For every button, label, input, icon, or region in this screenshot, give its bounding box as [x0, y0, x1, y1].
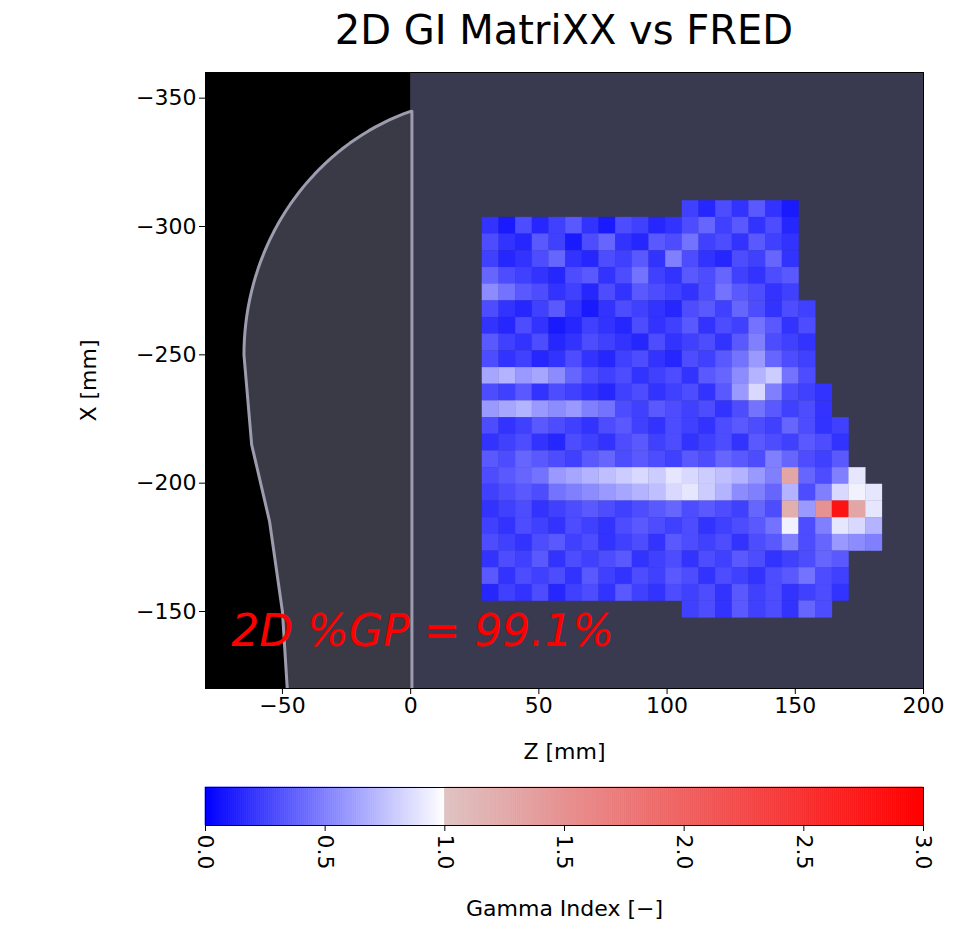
svg-text:−250: −250: [136, 342, 196, 367]
svg-text:2.0: 2.0: [672, 835, 697, 870]
svg-text:1.5: 1.5: [552, 835, 577, 870]
svg-text:2.5: 2.5: [792, 835, 817, 870]
svg-text:3.0: 3.0: [911, 835, 936, 870]
svg-text:−200: −200: [136, 470, 196, 495]
svg-text:0: 0: [404, 693, 418, 718]
svg-text:2D %GP = 99.1%: 2D %GP = 99.1%: [231, 605, 614, 656]
svg-text:−150: −150: [136, 599, 196, 624]
svg-text:0.5: 0.5: [313, 835, 338, 870]
svg-text:200: 200: [903, 693, 945, 718]
svg-text:Gamma Index [−]: Gamma Index [−]: [466, 896, 663, 921]
svg-text:X [mm]: X [mm]: [76, 339, 101, 421]
svg-text:50: 50: [525, 693, 553, 718]
svg-text:0.0: 0.0: [193, 835, 218, 870]
svg-text:1.0: 1.0: [433, 835, 458, 870]
svg-text:−300: −300: [136, 214, 196, 239]
svg-text:−50: −50: [259, 693, 305, 718]
html-text:2D GI MatriXX vs FRED: 2D GI MatriXX vs FRED: [334, 7, 794, 53]
svg-text:100: 100: [646, 693, 688, 718]
svg-text:−350: −350: [136, 85, 196, 110]
svg-text:150: 150: [774, 693, 816, 718]
svg-text:Z [mm]: Z [mm]: [523, 739, 605, 764]
